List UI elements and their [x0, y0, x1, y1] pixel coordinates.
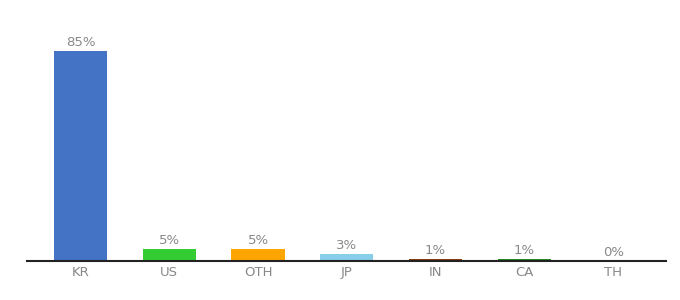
Bar — [498, 259, 551, 261]
Text: 1%: 1% — [425, 244, 446, 256]
Text: 5%: 5% — [248, 234, 269, 247]
Bar — [231, 249, 285, 261]
Text: 5%: 5% — [158, 234, 180, 247]
Bar — [54, 51, 107, 261]
Text: 3%: 3% — [336, 238, 358, 252]
Text: 0%: 0% — [602, 246, 624, 259]
Bar — [320, 254, 373, 261]
Bar — [409, 259, 462, 261]
Text: 85%: 85% — [66, 36, 95, 49]
Bar — [143, 249, 196, 261]
Text: 1%: 1% — [514, 244, 535, 256]
